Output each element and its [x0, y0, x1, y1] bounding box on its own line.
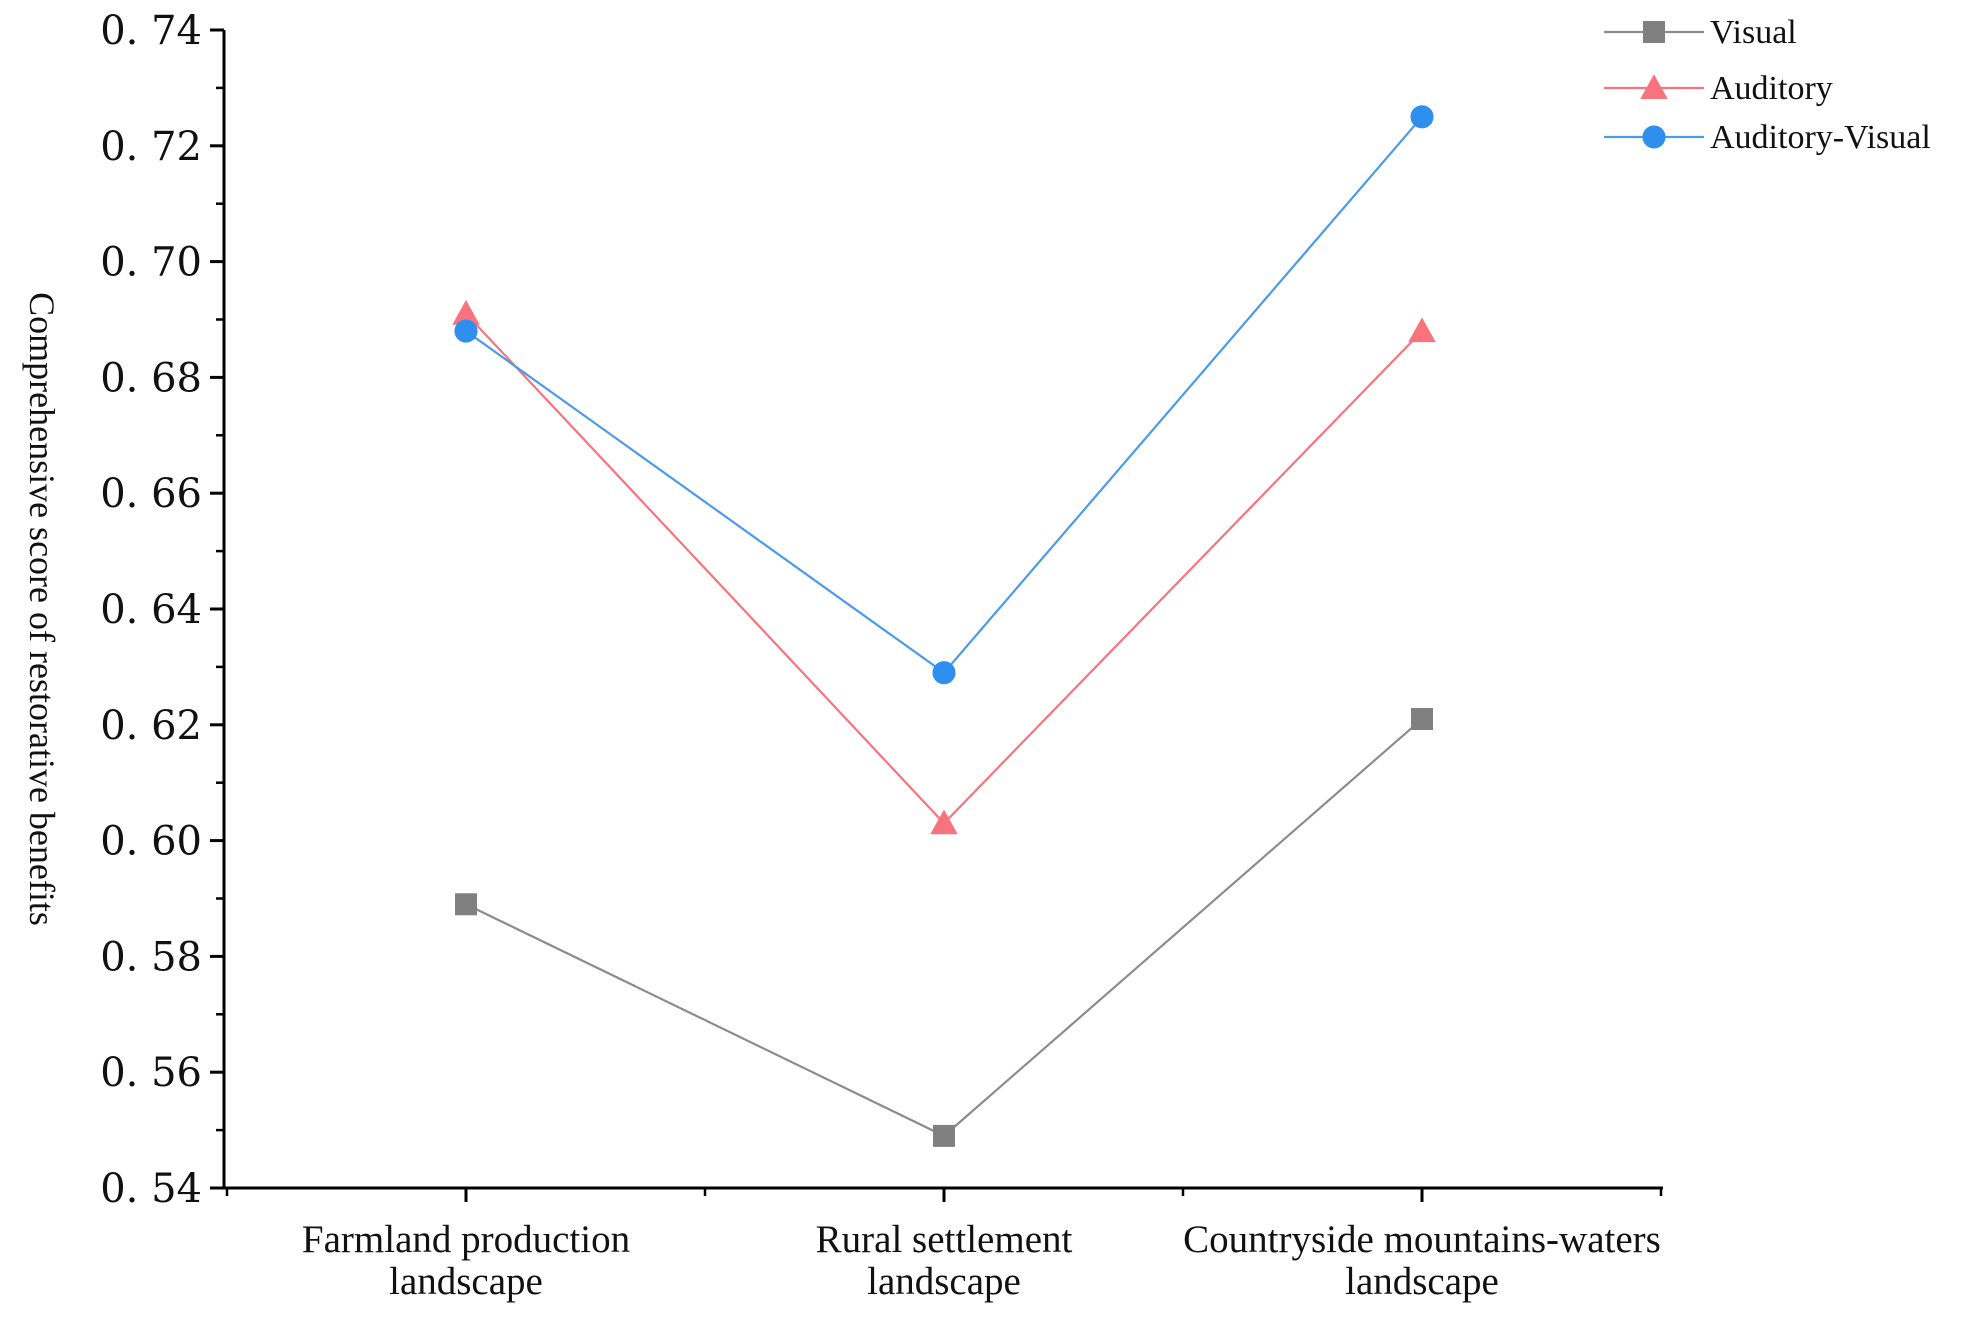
y-tick-label: 0. 62	[100, 703, 202, 749]
y-tick-label: 0. 60	[100, 819, 202, 865]
axes	[222, 30, 1663, 1190]
series-line-auditory	[465, 312, 1423, 825]
x-category-label: Countryside mountains-waters landscape	[1183, 1218, 1661, 1303]
data-point-auditory	[452, 299, 480, 325]
y-tick-label: 0. 58	[100, 934, 202, 980]
y-axis-label: Comprehensive score of restorative benef…	[22, 292, 62, 926]
y-tick-label: 0. 70	[100, 240, 202, 286]
series-line-auditory-visual	[465, 116, 1423, 675]
series-line-visual	[465, 718, 1423, 1138]
x-axis-ticks: Farmland production landscape Rural settle…	[225, 1188, 1663, 1303]
legend-label: Visual	[1710, 14, 1797, 51]
series-auditory	[452, 299, 1436, 835]
y-tick-label: 0. 56	[100, 1050, 202, 1096]
x-category-label: Farmland production landscape	[302, 1218, 630, 1303]
data-point-auditory-visual	[1410, 105, 1434, 129]
y-tick-label: 0. 66	[100, 471, 202, 517]
series-visual	[455, 708, 1433, 1147]
data-point-visual	[455, 893, 477, 916]
data-point-visual	[933, 1124, 955, 1147]
y-axis-ticks: 0. 54 0. 56 0. 58 0. 60 0. 62 0. 64 0. 66 0. 68…	[100, 8, 224, 1212]
series-group	[452, 105, 1436, 1147]
x-category-label: Rural settlement landscape	[816, 1218, 1073, 1303]
data-point-auditory	[1408, 317, 1436, 343]
legend-label: Auditory-Visual	[1710, 119, 1931, 156]
y-tick-label: 0. 72	[100, 124, 202, 170]
legend-marker	[1643, 21, 1665, 43]
legend: Visual Auditory Auditory-Visual	[1604, 14, 1931, 156]
legend-label: Auditory	[1710, 70, 1833, 107]
data-point-auditory	[930, 809, 958, 835]
data-point-auditory-visual	[454, 319, 478, 343]
series-auditory-visual	[454, 105, 1434, 685]
y-tick-label: 0. 64	[100, 587, 202, 633]
y-tick-label: 0. 68	[100, 355, 202, 401]
data-point-visual	[1411, 708, 1433, 731]
legend-item-auditory: Auditory	[1604, 70, 1833, 107]
y-tick-label: 0. 54	[100, 1166, 202, 1212]
legend-marker	[1642, 125, 1666, 149]
data-point-auditory-visual	[932, 661, 956, 685]
legend-marker	[1640, 74, 1668, 99]
legend-item-visual: Visual	[1604, 14, 1797, 51]
legend-item-auditory-visual: Auditory-Visual	[1604, 119, 1931, 156]
y-tick-label: 0. 74	[100, 8, 202, 54]
